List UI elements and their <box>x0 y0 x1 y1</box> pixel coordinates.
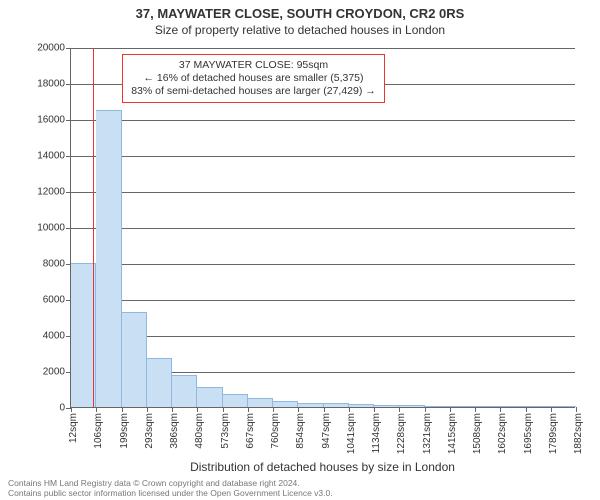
ytick-mark <box>66 120 71 121</box>
xtick-mark <box>71 407 72 412</box>
ytick-label: 0 <box>59 403 65 414</box>
gridline-h <box>71 120 575 121</box>
ytick-label: 14000 <box>37 151 65 162</box>
xtick-label: 1602sqm <box>497 413 508 454</box>
xtick-mark <box>273 407 274 412</box>
xtick-label: 760sqm <box>270 413 281 449</box>
ytick-label: 20000 <box>37 43 65 54</box>
xtick-mark <box>197 407 198 412</box>
xtick-mark <box>172 407 173 412</box>
chart-area: 0200040006000800010000120001400016000180… <box>70 48 575 408</box>
xtick-label: 854sqm <box>295 413 306 449</box>
xtick-mark <box>223 407 224 412</box>
gridline-h <box>71 48 575 49</box>
histogram-bar <box>399 405 424 407</box>
ytick-label: 12000 <box>37 187 65 198</box>
y-axis-label-wrap: Number of detached properties <box>18 48 32 408</box>
xtick-label: 386sqm <box>169 413 180 449</box>
xtick-label: 1789sqm <box>548 413 559 454</box>
property-marker-line <box>93 48 94 407</box>
histogram-bar <box>526 406 551 407</box>
xtick-label: 947sqm <box>321 413 332 449</box>
ytick-label: 16000 <box>37 115 65 126</box>
xtick-mark <box>248 407 249 412</box>
ytick-label: 18000 <box>37 79 65 90</box>
histogram-bar <box>223 394 248 407</box>
xtick-label: 1508sqm <box>472 413 483 454</box>
xtick-mark <box>551 407 552 412</box>
histogram-bar <box>172 375 197 407</box>
histogram-bar <box>147 358 172 407</box>
xtick-label: 1415sqm <box>447 413 458 454</box>
xtick-mark <box>349 407 350 412</box>
gridline-h <box>71 156 575 157</box>
histogram-bar <box>349 404 374 407</box>
callout-line2: ← 16% of detached houses are smaller (5,… <box>131 72 376 85</box>
xtick-label: 667sqm <box>245 413 256 449</box>
ytick-mark <box>66 156 71 157</box>
xtick-mark <box>475 407 476 412</box>
xtick-label: 573sqm <box>220 413 231 449</box>
xtick-mark <box>399 407 400 412</box>
ytick-label: 4000 <box>43 331 65 342</box>
gridline-h <box>71 300 575 301</box>
histogram-bar <box>96 110 121 407</box>
xtick-label: 106sqm <box>93 413 104 449</box>
callout-line1: 37 MAYWATER CLOSE: 95sqm <box>131 59 376 72</box>
xtick-mark <box>374 407 375 412</box>
ytick-label: 6000 <box>43 295 65 306</box>
xtick-label: 1041sqm <box>346 413 357 454</box>
ytick-label: 2000 <box>43 367 65 378</box>
xtick-mark <box>324 407 325 412</box>
histogram-bar <box>298 403 323 408</box>
xtick-label: 199sqm <box>119 413 130 449</box>
xtick-label: 1882sqm <box>573 413 584 454</box>
xtick-label: 1695sqm <box>523 413 534 454</box>
xtick-mark <box>425 407 426 412</box>
chart-title-sub: Size of property relative to detached ho… <box>0 21 600 37</box>
histogram-bar <box>324 403 349 407</box>
ytick-label: 10000 <box>37 223 65 234</box>
xtick-mark <box>576 407 577 412</box>
gridline-h <box>71 264 575 265</box>
xtick-mark <box>147 407 148 412</box>
gridline-h <box>71 228 575 229</box>
histogram-bar <box>425 406 450 407</box>
histogram-bar <box>475 406 500 407</box>
gridline-h <box>71 192 575 193</box>
histogram-bar <box>197 387 222 407</box>
footer-line2: Contains public sector information licen… <box>8 489 333 498</box>
histogram-bar <box>374 405 399 407</box>
x-axis-label: Distribution of detached houses by size … <box>70 460 575 474</box>
callout-line3: 83% of semi-detached houses are larger (… <box>131 85 376 98</box>
ytick-mark <box>66 84 71 85</box>
histogram-bar <box>273 401 298 407</box>
xtick-mark <box>298 407 299 412</box>
xtick-label: 480sqm <box>194 413 205 449</box>
marker-callout: 37 MAYWATER CLOSE: 95sqm ← 16% of detach… <box>122 54 385 103</box>
histogram-bar <box>450 406 475 407</box>
xtick-mark <box>450 407 451 412</box>
histogram-bar <box>500 406 525 407</box>
xtick-label: 293sqm <box>144 413 155 449</box>
xtick-mark <box>500 407 501 412</box>
ytick-mark <box>66 192 71 193</box>
histogram-bar <box>248 398 273 407</box>
ytick-label: 8000 <box>43 259 65 270</box>
footer-attribution: Contains HM Land Registry data © Crown c… <box>8 479 333 498</box>
xtick-mark <box>96 407 97 412</box>
xtick-label: 12sqm <box>68 413 79 443</box>
ytick-mark <box>66 228 71 229</box>
chart-title-main: 37, MAYWATER CLOSE, SOUTH CROYDON, CR2 0… <box>0 0 600 21</box>
xtick-label: 1321sqm <box>422 413 433 454</box>
xtick-mark <box>122 407 123 412</box>
xtick-label: 1134sqm <box>371 413 382 453</box>
ytick-mark <box>66 48 71 49</box>
histogram-bar <box>122 312 147 407</box>
xtick-label: 1228sqm <box>396 413 407 454</box>
xtick-mark <box>526 407 527 412</box>
histogram-bar <box>551 406 576 407</box>
